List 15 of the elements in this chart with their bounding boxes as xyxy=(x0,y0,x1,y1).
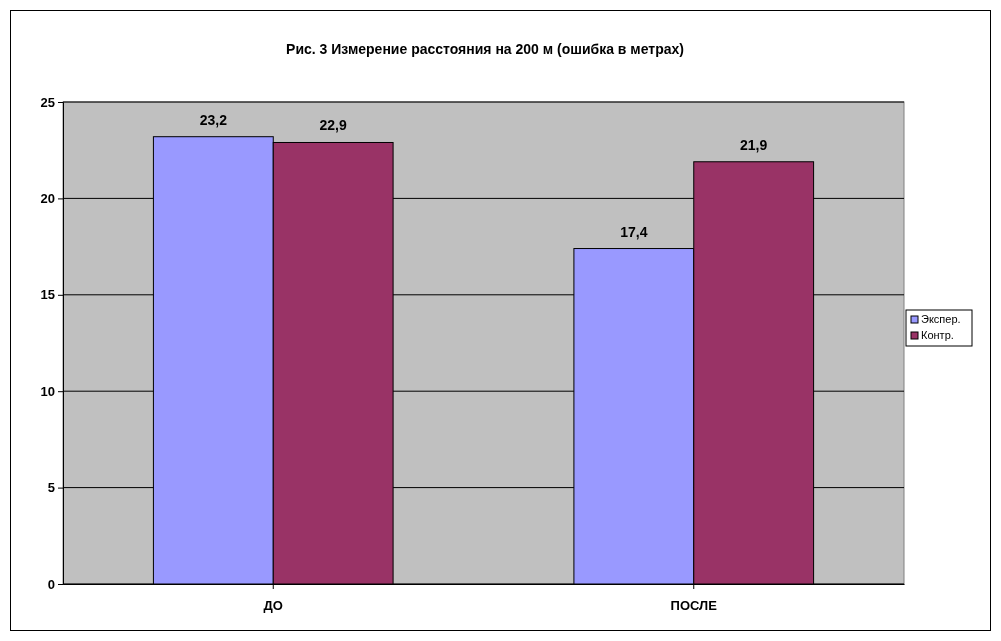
y-tick-label: 25 xyxy=(40,94,55,110)
y-tick-label: 5 xyxy=(47,480,55,496)
y-tick-label: 0 xyxy=(47,576,55,592)
data-label: 23,2 xyxy=(199,111,228,128)
data-label: 22,9 xyxy=(319,117,348,134)
data-label: 21,9 xyxy=(740,136,768,153)
y-tick-label: 20 xyxy=(40,191,55,207)
data-label: 17,4 xyxy=(620,223,648,240)
legend-label: Контр. xyxy=(921,329,954,341)
x-tick-label: ПОСЛЕ xyxy=(670,598,718,614)
x-tick-label: ДО xyxy=(263,598,283,614)
y-tick-label: 15 xyxy=(40,287,55,303)
chart-title: Рис. 3 Измерение расстояния на 200 м (ошибка в метрах) xyxy=(286,41,684,57)
y-tick-label: 10 xyxy=(40,383,55,399)
legend-label: Экспер. xyxy=(921,313,961,325)
